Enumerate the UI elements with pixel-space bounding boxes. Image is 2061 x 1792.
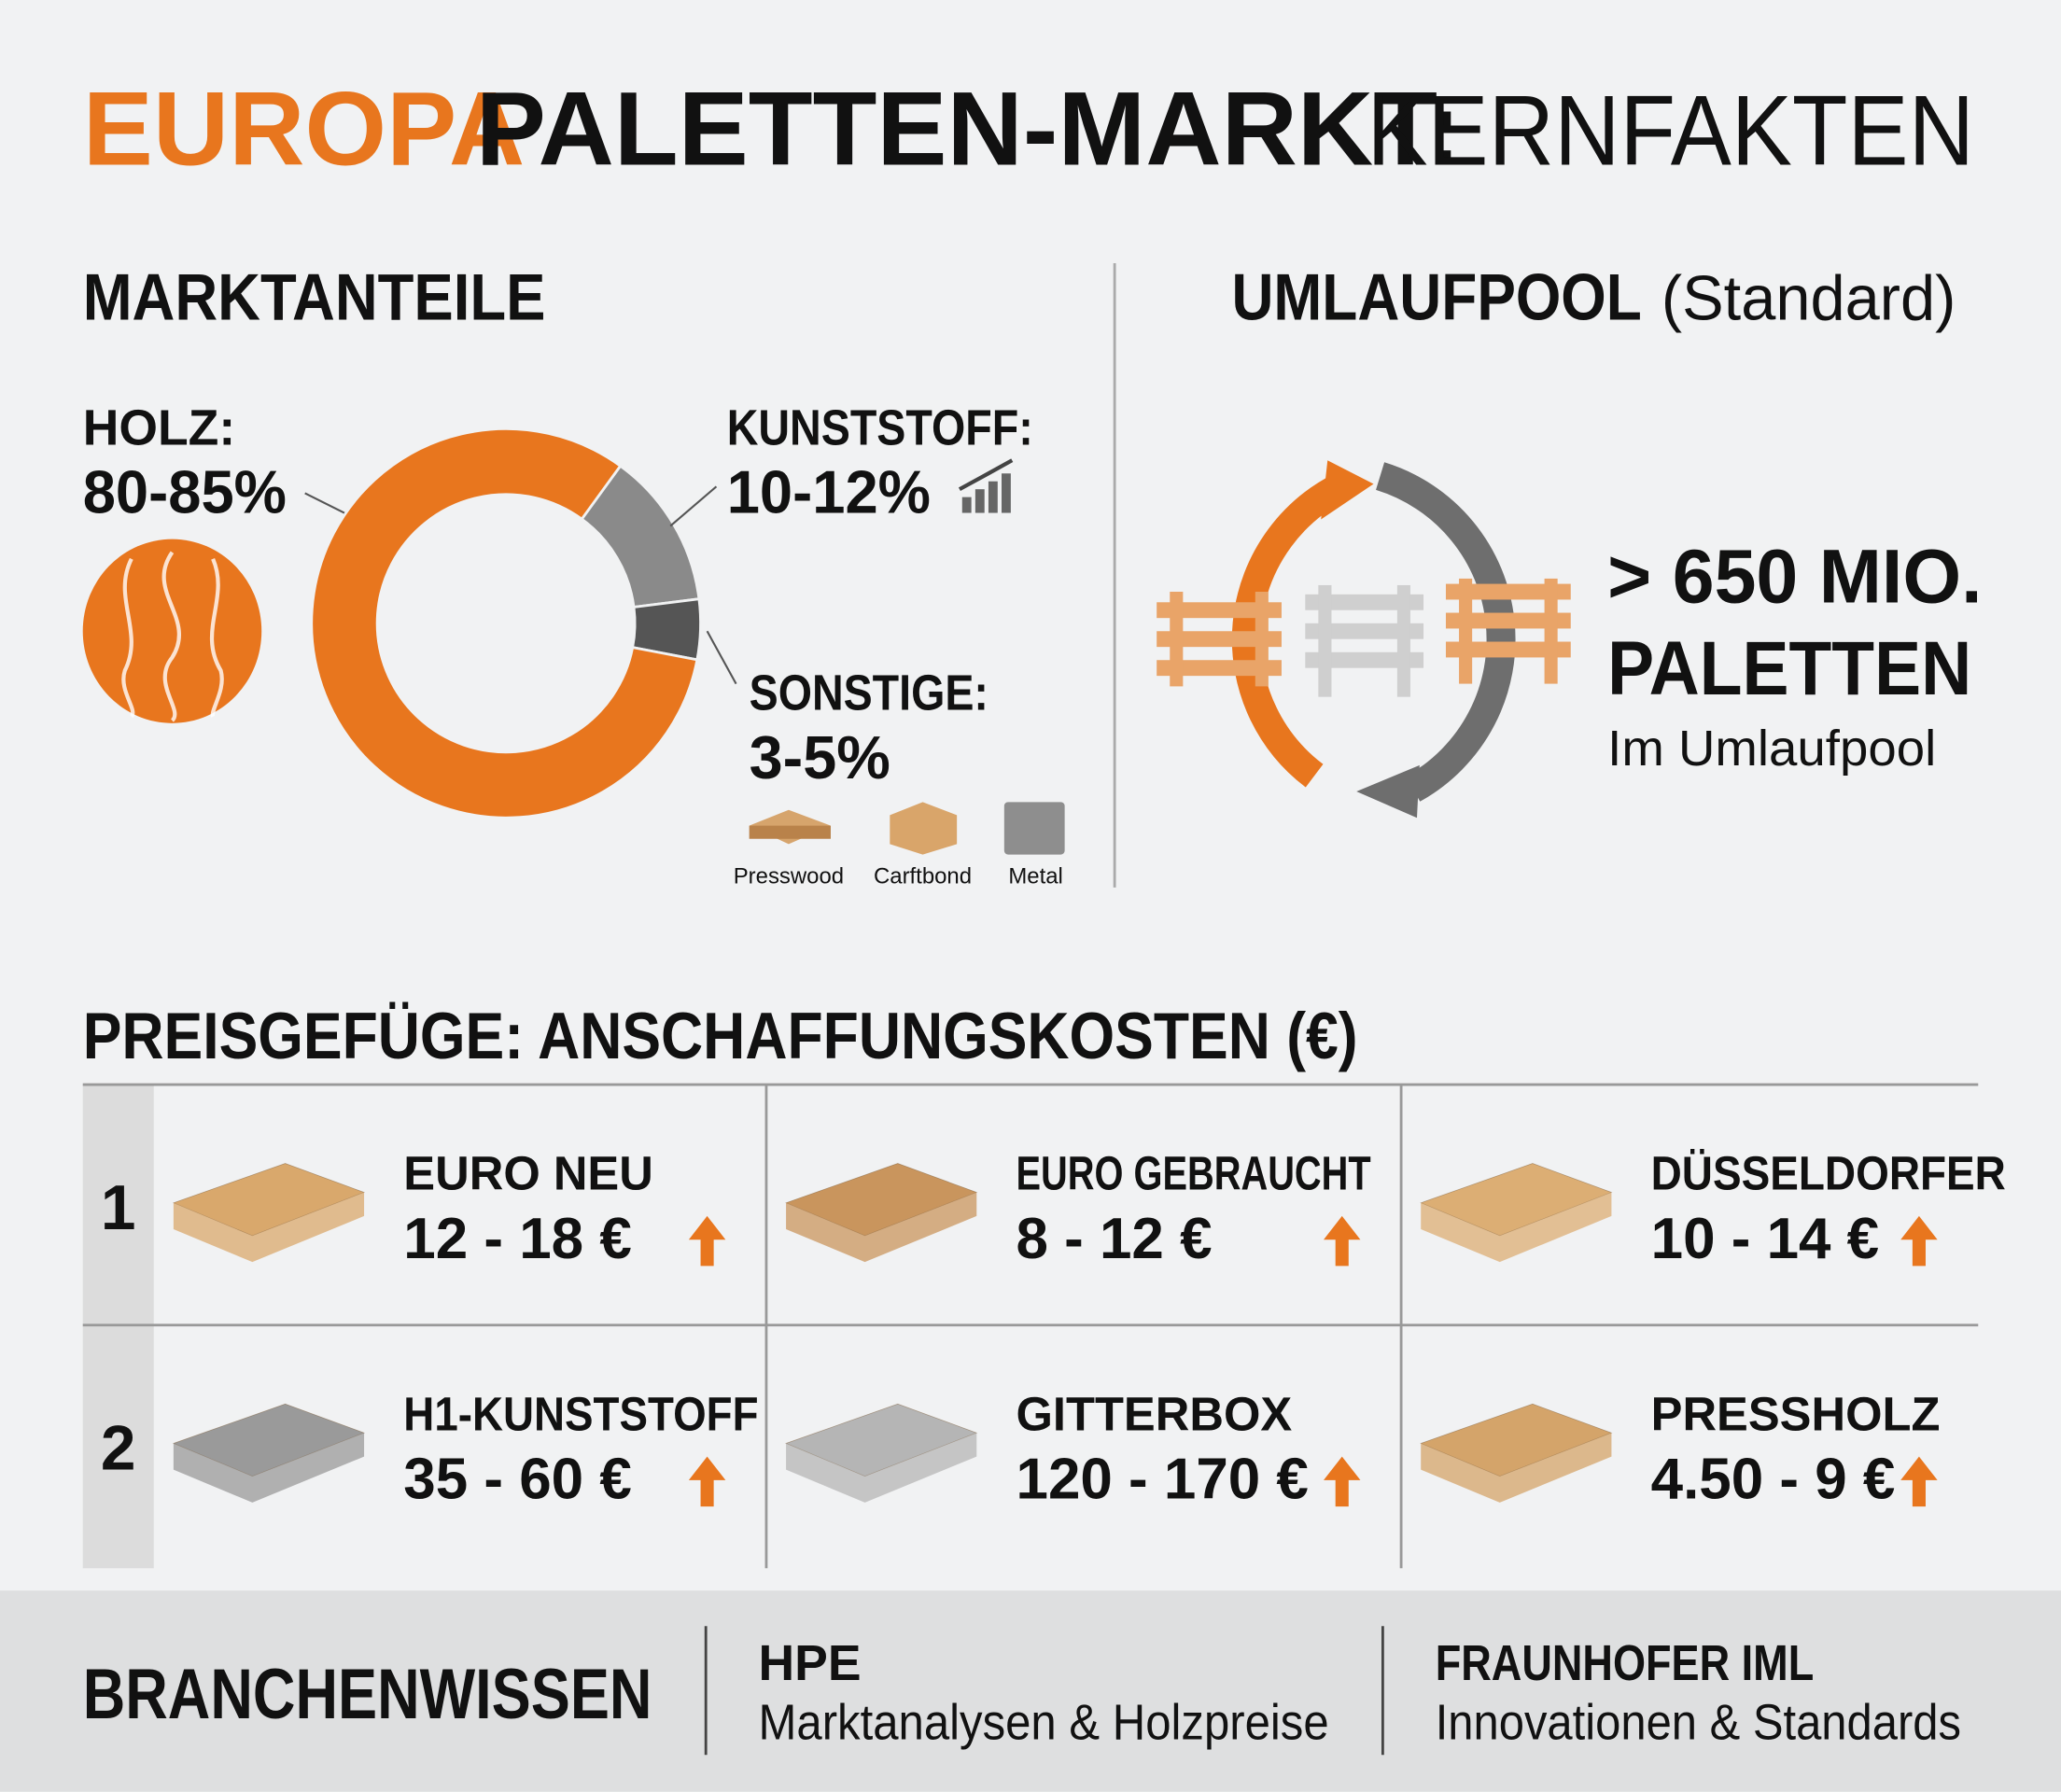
item-price: 4.50 - 9 €: [1651, 1448, 1896, 1512]
source-name: HPE: [759, 1636, 862, 1691]
up-arrow: [1900, 1456, 1938, 1507]
item-icon: [785, 1403, 978, 1477]
item-icon-side: [1421, 1433, 1612, 1503]
up-arrow: [1900, 1215, 1938, 1267]
item-label: Presswood: [734, 864, 844, 889]
share-range: 80-85%: [83, 458, 287, 526]
item-price: 120 - 170 €: [1016, 1448, 1309, 1512]
item-price: 10 - 14 €: [1651, 1207, 1879, 1271]
item-icon-side: [1421, 1192, 1612, 1263]
row-number: 1: [101, 1173, 136, 1243]
source-description: Marktanalysen & Holzpreise: [759, 1695, 1329, 1750]
leader-line: [706, 630, 737, 685]
item-price: 8 - 12 €: [1016, 1207, 1213, 1271]
item-name: PRESSHOLZ: [1651, 1387, 1941, 1440]
section-note: (Standard): [1661, 264, 1956, 334]
row-number: 2: [101, 1414, 136, 1484]
up-arrow: [1324, 1456, 1361, 1507]
share-label: HOLZ:: [83, 400, 235, 455]
leader-line: [304, 492, 345, 514]
title-accent: EUROPA: [83, 69, 526, 187]
pool-caption: Im Umlaufpool: [1607, 721, 1936, 777]
item-icon-side: [786, 1433, 977, 1503]
share-label: SONSTIGE:: [750, 666, 988, 721]
up-arrow: [1324, 1215, 1361, 1267]
item-icon-side: [786, 1192, 977, 1263]
item-name: GITTERBOX: [1016, 1387, 1293, 1440]
cycle-icon: [1157, 460, 1571, 819]
leader-line: [669, 485, 718, 527]
item-price: 12 - 18 €: [403, 1207, 631, 1271]
item-name: EURO GEBRAUCHT: [1016, 1147, 1371, 1200]
item-icon-side: [173, 1192, 365, 1263]
footer-label: BRANCHENWISSEN: [83, 1655, 652, 1734]
pool-figure: PALETTEN: [1607, 626, 1971, 711]
price-table: 1 EURO NEU 12 - 18 € EURO GEBRAUCHT 8 - 12 €…: [82, 1083, 2006, 1569]
share-label: KUNSTSTOFF:: [727, 400, 1033, 455]
pool-figure: > 650 MIO.: [1607, 534, 1982, 619]
donut-chart: [310, 427, 702, 819]
up-arrow: [688, 1215, 726, 1267]
source-name: FRAUNHOFER IML: [1436, 1636, 1815, 1691]
title-bold: PALETTEN-MARKT:: [476, 69, 1461, 187]
footer: [0, 1590, 2061, 1792]
section-heading: PREISGEFÜGE: ANSCHAFFUNGSKOSTEN (€): [83, 999, 1358, 1072]
section-heading: MARKTANTEILE: [83, 260, 546, 334]
share-range: 3-5%: [750, 723, 890, 791]
item-price: 35 - 60 €: [403, 1448, 631, 1512]
others-icons: [749, 802, 1065, 855]
item-label: Carftbond: [874, 864, 972, 889]
section-heading: UMLAUFPOOL: [1231, 260, 1641, 334]
item-name: EURO NEU: [403, 1147, 653, 1200]
item-icon-side: [173, 1433, 365, 1503]
source-description: Innovationen & Standards: [1436, 1695, 1961, 1750]
title-light: KERNFAKTEN: [1367, 74, 1974, 186]
share-range: 10-12%: [727, 458, 931, 526]
item-label: Metal: [1008, 864, 1063, 889]
donut-segment: [310, 427, 699, 819]
growth-icon: [958, 458, 1014, 513]
item-name: DÜSSELDORFER: [1651, 1147, 2006, 1200]
up-arrow: [688, 1456, 726, 1507]
wood-icon: [82, 539, 262, 723]
item-name: H1-KUNSTSTOFF: [403, 1387, 758, 1440]
